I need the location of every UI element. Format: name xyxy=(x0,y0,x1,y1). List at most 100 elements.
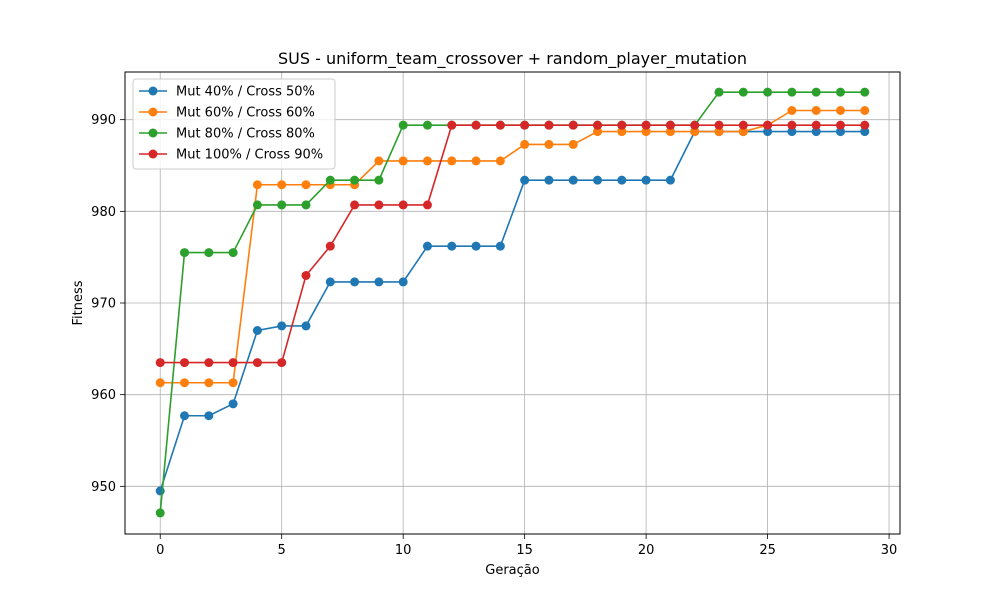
legend: Mut 40% / Cross 50% Mut 60% / Cross 60% Mu… xyxy=(132,78,336,170)
data-point xyxy=(471,120,481,130)
data-point xyxy=(763,87,773,97)
data-point xyxy=(714,120,724,130)
data-point xyxy=(252,200,262,210)
data-point xyxy=(204,378,214,388)
data-point xyxy=(495,156,505,166)
data-point xyxy=(325,277,335,287)
data-point xyxy=(860,127,870,137)
y-tick-label: 980 xyxy=(91,205,116,220)
data-point xyxy=(568,120,578,130)
data-point xyxy=(471,156,481,166)
legend-label: Mut 60% / Cross 60% xyxy=(176,106,315,121)
data-point xyxy=(568,139,578,149)
data-point xyxy=(665,175,675,185)
data-point xyxy=(374,156,384,166)
data-point xyxy=(252,358,262,368)
data-point xyxy=(398,277,408,287)
data-point xyxy=(277,180,287,190)
legend-marker xyxy=(148,128,158,138)
data-point xyxy=(301,200,311,210)
data-point xyxy=(301,180,311,190)
data-point xyxy=(277,200,287,210)
y-axis-ticks: 950 960 970 980 990 xyxy=(91,113,125,495)
data-point xyxy=(714,87,724,97)
legend-marker xyxy=(148,86,158,96)
data-point xyxy=(738,120,748,130)
y-tick-label: 960 xyxy=(91,388,116,403)
data-point xyxy=(811,120,821,130)
data-point xyxy=(422,120,432,130)
data-point xyxy=(447,120,457,130)
y-tick-label: 950 xyxy=(91,480,116,495)
data-point xyxy=(593,120,603,130)
y-axis-label: Fitness xyxy=(71,280,86,325)
data-point xyxy=(763,120,773,130)
data-point xyxy=(422,156,432,166)
data-point xyxy=(204,411,214,421)
data-point xyxy=(495,120,505,130)
data-point xyxy=(252,326,262,335)
data-point xyxy=(617,175,627,185)
data-point xyxy=(641,127,651,137)
data-point xyxy=(350,277,360,287)
data-point xyxy=(155,378,165,388)
data-point xyxy=(520,139,530,149)
data-point xyxy=(617,127,627,137)
data-point xyxy=(155,358,165,368)
data-point xyxy=(787,106,797,115)
data-point xyxy=(204,358,214,368)
data-point xyxy=(252,180,262,190)
data-point xyxy=(180,411,190,421)
data-point xyxy=(180,358,190,368)
data-point xyxy=(665,127,675,137)
data-point xyxy=(350,200,360,210)
x-tick-label: 30 xyxy=(881,543,898,558)
data-point xyxy=(811,127,821,137)
data-point xyxy=(447,156,457,166)
data-point xyxy=(325,175,335,185)
data-point xyxy=(374,175,384,185)
data-point xyxy=(325,241,335,251)
data-point xyxy=(204,248,214,258)
data-point xyxy=(422,200,432,210)
legend-label: Mut 40% / Cross 50% xyxy=(176,85,315,100)
data-point xyxy=(690,120,700,130)
data-point xyxy=(665,120,675,130)
data-point xyxy=(568,175,578,185)
data-point xyxy=(374,200,384,210)
data-point xyxy=(398,156,408,166)
x-tick-label: 25 xyxy=(759,543,776,558)
data-point xyxy=(228,378,238,388)
data-point xyxy=(277,321,287,331)
data-point xyxy=(447,241,457,251)
data-point xyxy=(374,277,384,287)
data-point xyxy=(860,106,870,115)
data-point xyxy=(544,139,554,149)
series-1 xyxy=(155,127,870,496)
data-point xyxy=(544,120,554,130)
data-point xyxy=(617,120,627,130)
legend-item: Mut 100% / Cross 90% xyxy=(139,148,323,163)
data-point xyxy=(738,87,748,97)
legend-label: Mut 100% / Cross 90% xyxy=(176,148,323,163)
data-point xyxy=(641,175,651,185)
legend-marker xyxy=(148,107,158,117)
data-point xyxy=(835,106,845,115)
data-point xyxy=(277,358,287,368)
legend-item: Mut 80% / Cross 80% xyxy=(139,127,315,142)
data-point xyxy=(301,271,311,280)
y-tick-label: 990 xyxy=(91,113,116,128)
data-point xyxy=(180,248,190,258)
data-point xyxy=(350,175,360,185)
data-point xyxy=(593,175,603,185)
legend-marker xyxy=(148,149,158,159)
data-point xyxy=(641,120,651,130)
legend-label: Mut 80% / Cross 80% xyxy=(176,127,315,142)
data-point xyxy=(738,127,748,137)
series-4 xyxy=(155,120,870,368)
data-point xyxy=(811,87,821,97)
data-point xyxy=(228,399,238,409)
data-point xyxy=(228,358,238,368)
series-2 xyxy=(155,106,870,388)
